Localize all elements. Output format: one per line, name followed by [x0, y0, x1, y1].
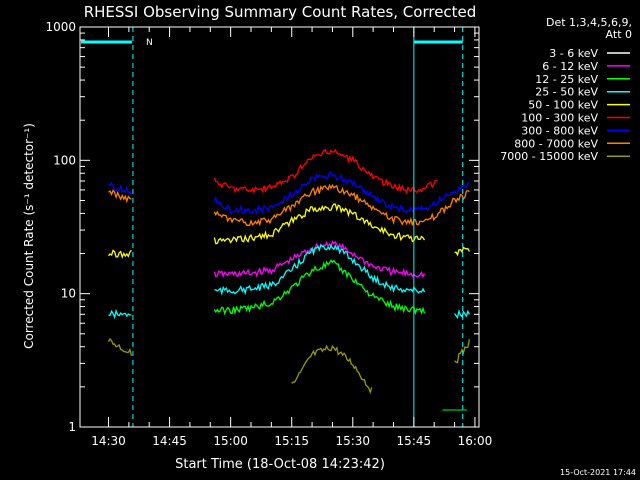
annotation-n: N: [146, 38, 153, 48]
series-line-7: [108, 189, 132, 204]
y-tick-label: 1: [68, 420, 76, 434]
chart-marks: [81, 27, 471, 427]
plot-frame: [79, 26, 480, 428]
series-line-7: [213, 183, 470, 227]
series-line-3: [214, 243, 426, 296]
legend-label-3: 25 - 50 keV: [535, 86, 598, 99]
legend-label-2: 12 - 25 keV: [535, 73, 598, 86]
series-line-4: [454, 246, 470, 257]
legend-label-4: 50 - 100 keV: [528, 99, 598, 112]
series-line-8: [454, 339, 471, 364]
legend-label-5: 100 - 300 keV: [521, 112, 598, 125]
series-line-3: [108, 308, 132, 320]
chart-axes: 1 10 100 1000 14:30 14:45 15:00 15:15 15:30 15:45…: [45, 20, 492, 448]
x-tick-label: 14:45: [152, 434, 187, 448]
x-tick-label: 15:15: [274, 434, 309, 448]
series-line-8: [107, 337, 133, 356]
chart-title: RHESSI Observing Summary Count Rates, Co…: [84, 3, 477, 21]
y-axis-label: Corrected Count Rate (s⁻¹ detector⁻¹): [22, 123, 36, 349]
series-line-4: [213, 203, 426, 245]
legend-label-6: 300 - 800 keV: [521, 124, 598, 137]
legend-header-line1: Det 1,3,4,5,6,9,: [546, 16, 632, 29]
series-line-4: [107, 249, 132, 259]
legend-header-line2: Att 0: [606, 28, 632, 41]
y-tick-label: 100: [53, 153, 76, 167]
timestamp-label: 15-Oct-2021 17:44: [560, 468, 636, 477]
x-axis-label: Start Time (18-Oct-08 14:23:42): [175, 457, 385, 472]
series-line-8: [291, 344, 373, 395]
series-line-3: [454, 309, 470, 320]
legend-label-7: 800 - 7000 keV: [514, 137, 598, 150]
legend-label-0: 3 - 6 keV: [549, 47, 598, 60]
x-tick-label: 14:30: [91, 434, 126, 448]
x-tick-label: 16:00: [458, 434, 493, 448]
series-line-2: [213, 259, 426, 316]
series-line-6: [213, 171, 470, 216]
y-tick-label: 10: [61, 287, 76, 301]
x-tick-label: 15:45: [397, 434, 432, 448]
legend-label-1: 6 - 12 keV: [542, 60, 598, 73]
y-tick-label: 1000: [45, 20, 76, 34]
x-tick-label: 15:30: [335, 434, 370, 448]
x-tick-label: 15:00: [213, 434, 248, 448]
series-line-0: [214, 269, 426, 334]
series-line-6: [108, 181, 132, 195]
series-line-5: [213, 148, 437, 195]
legend-label-8: 7000 - 15000 keV: [500, 150, 598, 163]
